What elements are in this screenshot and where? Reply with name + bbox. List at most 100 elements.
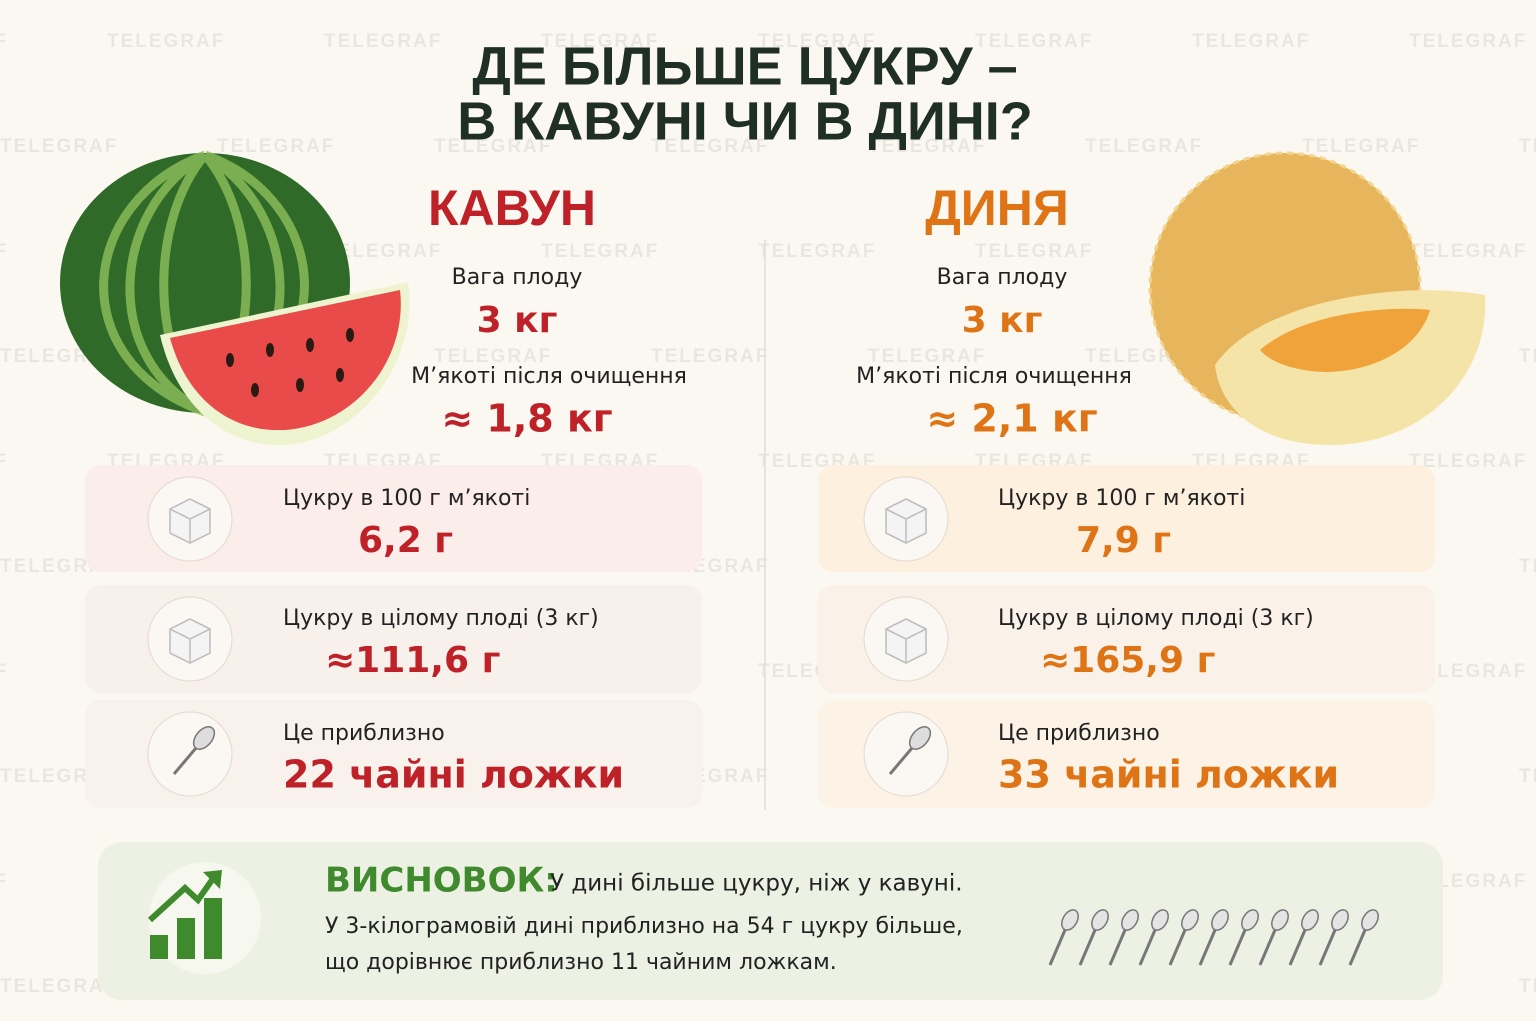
spoon <box>1078 929 1097 966</box>
spoon <box>1198 929 1217 966</box>
watermark: TELEGRAF <box>324 241 442 262</box>
spoon <box>1271 909 1289 931</box>
watermark: TELEGRAF <box>1302 136 1420 157</box>
spoon <box>1228 929 1247 966</box>
spoon <box>1061 909 1079 931</box>
watermark: TELEGRAF <box>217 136 335 157</box>
spoon <box>1108 929 1127 966</box>
label: Вага плоду <box>452 265 583 290</box>
watermark: TELEGRAF <box>651 136 769 157</box>
watermark: TELEGRAF <box>1519 556 1536 577</box>
spoon <box>1138 929 1157 966</box>
spoon <box>1258 929 1277 966</box>
spoon <box>1091 909 1109 931</box>
watermark: TELEGRAF <box>1409 451 1527 472</box>
spoon <box>1301 909 1319 931</box>
spoon-icon <box>888 747 914 775</box>
sugar-cube-edge <box>885 508 927 543</box>
card-value: ≈111,6 г <box>325 640 500 681</box>
spoon <box>1241 909 1259 931</box>
spoon <box>1121 909 1139 931</box>
watermark: TELEGRAF <box>975 31 1093 52</box>
info-card <box>818 465 1435 572</box>
value: 3 кг <box>962 300 1043 341</box>
watermark: TELEGRAF <box>868 136 986 157</box>
watermark: TELEGRAF <box>1519 766 1536 787</box>
melon-image <box>1148 151 1486 445</box>
title-line: В КАВУНІ ЧИ В ДИНІ? <box>457 91 1033 151</box>
watermark: TELEGRAF <box>0 661 8 682</box>
watermark: TELEGRAF <box>1409 241 1527 262</box>
spoon <box>1361 909 1379 931</box>
watermark: TELEGRAF <box>0 976 118 997</box>
spoon <box>1348 929 1367 966</box>
label: М’якоті після очищення <box>411 364 687 389</box>
conclusion-text: У дині більше цукру, ніж у кавуні. <box>550 871 963 897</box>
sugar-cube-edge <box>169 628 211 663</box>
watermark: TELEGRAF <box>434 346 552 367</box>
spoon <box>1168 929 1187 966</box>
watermark: TELEGRAF <box>1409 31 1527 52</box>
label: Вага плоду <box>937 265 1068 290</box>
conclusion-heading: ВИСНОВОК: <box>325 861 558 901</box>
info-card <box>818 700 1435 808</box>
title-line: ДЕ БІЛЬШЕ ЦУКРУ – <box>472 36 1017 96</box>
info-card <box>85 700 702 808</box>
spoons-row <box>1048 909 1379 966</box>
watermark: TELEGRAF <box>758 31 876 52</box>
info-card <box>85 465 702 572</box>
fruit-name: КАВУН <box>428 180 596 236</box>
fruit-name: ДИНЯ <box>925 180 1069 236</box>
spoon <box>1048 929 1067 966</box>
spoon <box>1331 909 1349 931</box>
watermark: TELEGRAF <box>0 241 8 262</box>
watermark: TELEGRAF <box>975 241 1093 262</box>
card-value: 6,2 г <box>358 520 453 561</box>
card-value: ≈165,9 г <box>1040 640 1215 681</box>
sugar-cube-edge <box>169 508 211 543</box>
watermark: TELEGRAF <box>434 136 552 157</box>
watermark: TELEGRAF <box>0 871 8 892</box>
card-value: 7,9 г <box>1076 520 1171 561</box>
conclusion-box <box>98 842 1443 1000</box>
value: ≈ 2,1 кг <box>926 397 1097 441</box>
info-card <box>85 585 702 693</box>
card-label: Цукру в цілому плоді (3 кг) <box>283 606 599 631</box>
spoon-icon <box>172 747 198 775</box>
watermark: TELEGRAF <box>541 241 659 262</box>
card-label: Це приблизно <box>283 721 445 746</box>
watermark: TELEGRAF <box>1519 346 1536 367</box>
spoon <box>1318 929 1337 966</box>
spoon <box>1288 929 1307 966</box>
card-label: Це приблизно <box>998 721 1160 746</box>
watermark: TELEGRAF <box>0 451 8 472</box>
card-label: Цукру в цілому плоді (3 кг) <box>998 606 1314 631</box>
growth-icon <box>147 870 222 959</box>
watermark: TELEGRAF <box>758 241 876 262</box>
watermark: TELEGRAF <box>1519 976 1536 997</box>
spoon <box>1151 909 1169 931</box>
card-value: 33 чайні ложки <box>998 753 1339 797</box>
card-value: 22 чайні ложки <box>283 753 624 797</box>
card-label: Цукру в 100 г м’якоті <box>283 486 530 511</box>
watermark: TELEGRAF <box>541 31 659 52</box>
watermark: TELEGRAF <box>1409 661 1527 682</box>
watermark: TELEGRAF <box>651 346 769 367</box>
sugar-cube-edge <box>885 628 927 663</box>
conclusion-text: що дорівнює приблизно 11 чайним ложкам. <box>325 950 837 975</box>
watermelon-image <box>60 150 410 446</box>
watermark: TELEGRAF <box>107 31 225 52</box>
watermark: TELEGRAF <box>0 136 118 157</box>
spoon <box>1211 909 1229 931</box>
label: М’якоті після очищення <box>856 364 1132 389</box>
watermark: TELEGRAF <box>0 31 8 52</box>
watermark: TELEGRAF <box>868 346 986 367</box>
card-label: Цукру в 100 г м’якоті <box>998 486 1245 511</box>
info-card <box>818 585 1435 693</box>
value: 3 кг <box>477 300 558 341</box>
spoon <box>1181 909 1199 931</box>
value: ≈ 1,8 кг <box>441 397 612 441</box>
conclusion-text: У 3-кілограмовій дині приблизно на 54 г … <box>325 914 963 939</box>
watermark: TELEGRAF <box>1192 31 1310 52</box>
